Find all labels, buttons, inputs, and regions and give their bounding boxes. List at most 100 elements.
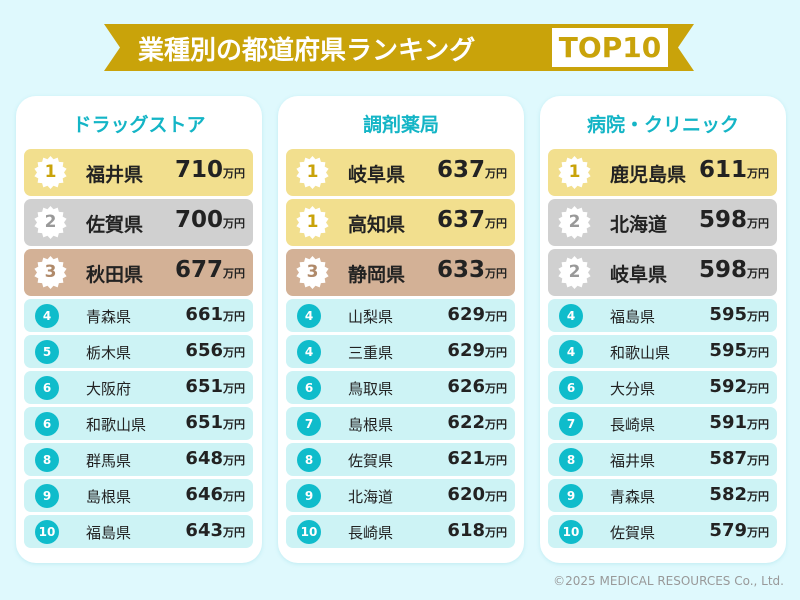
salary-number: 629 [447,340,485,361]
starburst-icon [296,206,329,239]
salary-unit: 万円 [223,167,245,180]
ranking-row: 6 大阪府 651万円 [24,371,253,404]
rank-number: 7 [297,412,321,436]
salary-value: 626万円 [447,376,507,397]
prefecture: 岐阜県 [348,164,406,186]
ranking-row: 6 大分県 592万円 [548,371,777,404]
rank-number: 10 [35,520,59,544]
rank-number: 7 [559,412,583,436]
rank-number: 10 [559,520,583,544]
salary-value: 595万円 [709,340,769,361]
salary-number: 626 [447,376,485,397]
salary-number: 579 [709,520,747,541]
ranking-row: 4 青森県 661万円 [24,299,253,332]
salary-value: 651万円 [185,412,245,433]
rank-number: 9 [559,484,583,508]
rank-number: 1 [306,212,319,232]
salary-number: 651 [185,412,223,433]
salary-value: 656万円 [185,340,245,361]
salary-number: 591 [709,412,747,433]
starburst-icon [558,156,591,189]
starburst-icon [558,206,591,239]
ranking-row: 9 青森県 582万円 [548,479,777,512]
rank-number: 2 [44,212,57,232]
salary-value: 598万円 [699,207,769,233]
rank-number: 3 [306,262,319,282]
prefecture: 福島県 [86,524,132,542]
rank-number: 8 [297,448,321,472]
prefecture: 高知県 [348,214,406,236]
rank-number: 1 [568,162,581,182]
salary-value: 595万円 [709,304,769,325]
rank-number: 9 [35,484,59,508]
ranking-row: 5 栃木県 656万円 [24,335,253,368]
ranking-row: 10 福島県 643万円 [24,515,253,548]
rank-number: 1 [44,162,57,182]
salary-value: 646万円 [185,484,245,505]
salary-unit: 万円 [223,267,245,280]
salary-value: 587万円 [709,448,769,469]
salary-number: 633 [436,257,485,283]
prefecture: 青森県 [86,308,132,326]
rank-number: 9 [297,484,321,508]
panel-title: 調剤薬局 [362,114,439,136]
salary-number: 595 [709,304,747,325]
prefecture: 島根県 [348,416,394,434]
salary-value: 579万円 [709,520,769,541]
prefecture: 岐阜県 [610,264,668,286]
ranking-row: 1 高知県 637万円 [286,199,515,246]
salary-unit: 万円 [747,167,769,180]
salary-unit: 万円 [485,490,507,503]
salary-number: 621 [447,448,485,469]
salary-value: 582万円 [709,484,769,505]
ranking-row: 4 福島県 595万円 [548,299,777,332]
rank-number: 8 [35,448,59,472]
salary-value: 622万円 [447,412,507,433]
salary-unit: 万円 [747,310,769,323]
salary-value: 643万円 [185,520,245,541]
prefecture: 群馬県 [86,452,132,470]
prefecture: 栃木県 [86,344,132,362]
ranking-panel: 調剤薬局 1 岐阜県 637万円 1 高知県 637万円 3 静岡県 633万円 4 山梨県 629万円… [278,96,524,563]
prefecture: 北海道 [610,214,668,236]
prefecture: 長崎県 [610,416,656,434]
salary-number: 582 [709,484,747,505]
rank-number: 6 [297,376,321,400]
rank-number: 4 [559,340,583,364]
salary-number: 648 [185,448,223,469]
prefecture: 長崎県 [348,524,394,542]
prefecture: 福井県 [86,164,144,186]
salary-number: 643 [185,520,223,541]
salary-number: 592 [709,376,747,397]
ranking-row: 1 鹿児島県 611万円 [548,149,777,196]
salary-number: 710 [174,157,223,183]
rank-number: 4 [297,304,321,328]
salary-value: 598万円 [699,257,769,283]
rank-number: 4 [559,304,583,328]
rank-medal: 2 [558,256,591,289]
rank-number: 10 [297,520,321,544]
rank-medal: 1 [558,156,591,189]
salary-number: 598 [698,207,747,233]
ranking-row: 2 岐阜県 598万円 [548,249,777,296]
salary-value: 620万円 [447,484,507,505]
salary-number: 700 [174,207,223,233]
ranking-row: 10 佐賀県 579万円 [548,515,777,548]
ranking-row: 3 秋田県 677万円 [24,249,253,296]
ranking-row: 4 山梨県 629万円 [286,299,515,332]
rank-number: 2 [568,212,581,232]
salary-number: 656 [185,340,223,361]
salary-value: 637万円 [437,157,507,183]
salary-unit: 万円 [485,267,507,280]
salary-number: 646 [185,484,223,505]
ranking-row: 4 和歌山県 595万円 [548,335,777,368]
prefecture: 三重県 [348,344,394,362]
salary-unit: 万円 [485,526,507,539]
starburst-icon [296,156,329,189]
salary-unit: 万円 [223,346,245,359]
rank-number: 2 [568,262,581,282]
ranking-row: 8 佐賀県 621万円 [286,443,515,476]
prefecture: 和歌山県 [86,416,147,434]
panel-title: ドラッグストア [72,114,206,136]
ranking-row: 9 島根県 646万円 [24,479,253,512]
